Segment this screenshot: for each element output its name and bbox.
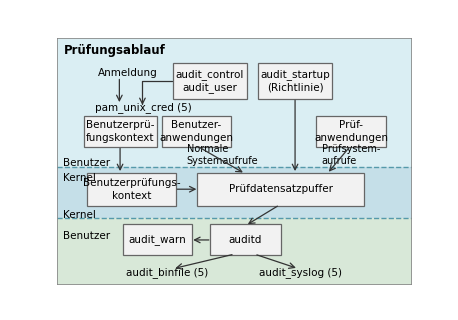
Text: Prüfungsablauf: Prüfungsablauf xyxy=(64,44,165,57)
Text: Benutzer-
anwendungen: Benutzer- anwendungen xyxy=(159,120,234,143)
Text: Benutzer: Benutzer xyxy=(63,230,110,241)
Text: audit_syslog (5): audit_syslog (5) xyxy=(259,268,342,278)
FancyBboxPatch shape xyxy=(316,116,386,147)
Text: auditd: auditd xyxy=(229,235,262,245)
Text: Benutzer: Benutzer xyxy=(63,158,110,168)
Bar xyxy=(57,38,412,218)
FancyBboxPatch shape xyxy=(210,224,281,255)
FancyBboxPatch shape xyxy=(123,224,192,255)
Text: Prüf-
anwendungen: Prüf- anwendungen xyxy=(314,120,388,143)
Text: Prüfsystem-
aufrufe: Prüfsystem- aufrufe xyxy=(322,143,380,166)
Text: Kernel: Kernel xyxy=(63,210,95,220)
Text: audit_control
audit_user: audit_control audit_user xyxy=(176,69,244,93)
Text: audit_binfile (5): audit_binfile (5) xyxy=(126,268,208,278)
FancyBboxPatch shape xyxy=(258,63,333,99)
FancyBboxPatch shape xyxy=(173,63,247,99)
Text: pam_unix_cred (5): pam_unix_cred (5) xyxy=(94,102,191,113)
FancyBboxPatch shape xyxy=(87,173,176,206)
Text: Normale
Systemaufrufe: Normale Systemaufrufe xyxy=(187,143,258,166)
Text: Benutzerprüfungs-
kontext: Benutzerprüfungs- kontext xyxy=(83,178,180,201)
FancyBboxPatch shape xyxy=(197,173,364,206)
FancyBboxPatch shape xyxy=(84,116,157,147)
Text: Anmeldung: Anmeldung xyxy=(98,68,158,78)
Text: Prüfdatensatzpuffer: Prüfdatensatzpuffer xyxy=(229,184,333,194)
Text: Benutzerprü-
fungskontext: Benutzerprü- fungskontext xyxy=(86,120,154,143)
Text: Kernel: Kernel xyxy=(63,172,95,183)
Bar xyxy=(57,166,412,218)
FancyBboxPatch shape xyxy=(162,116,231,147)
Bar xyxy=(57,218,412,285)
Text: audit_warn: audit_warn xyxy=(129,234,186,245)
Text: audit_startup
(Richtlinie): audit_startup (Richtlinie) xyxy=(260,69,330,92)
